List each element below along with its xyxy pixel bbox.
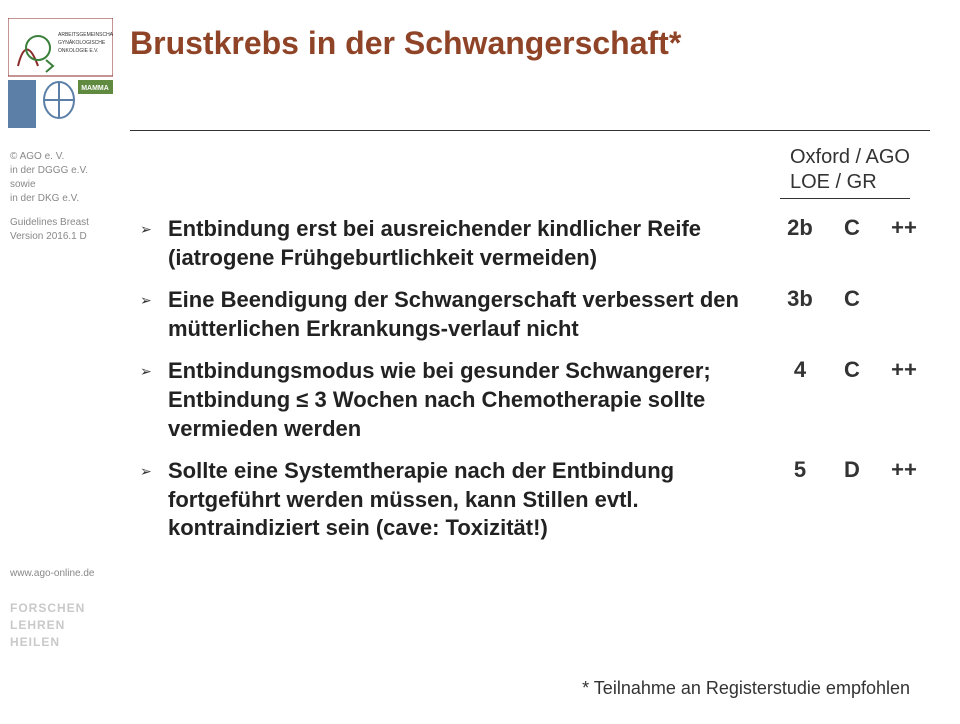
- bullet-marker-icon: ➢: [140, 215, 168, 238]
- svg-text:ONKOLOGIE E.V.: ONKOLOGIE E.V.: [58, 48, 98, 54]
- rating-rec: ++: [878, 357, 930, 383]
- bullet-row: ➢ Sollte eine Systemtherapie nach der En…: [140, 457, 930, 543]
- sidebar-url: www.ago-online.de: [10, 568, 95, 579]
- bullet-text: Eine Beendigung der Schwangerschaft verb…: [168, 286, 774, 343]
- title-rule: [130, 130, 930, 131]
- rating-gr: C: [826, 286, 878, 312]
- rating-rec: ++: [878, 457, 930, 483]
- bullet-list: ➢ Entbindung erst bei ausreichender kind…: [140, 215, 930, 557]
- svg-text:GYNÄKOLOGISCHE: GYNÄKOLOGISCHE: [58, 39, 106, 46]
- org-line-4: in der DKG e.V.: [10, 192, 110, 206]
- rating-loe: 2b: [774, 215, 826, 241]
- bullet-row: ➢ Eine Beendigung der Schwangerschaft ve…: [140, 286, 930, 343]
- svg-text:MAMMA: MAMMA: [81, 85, 109, 92]
- guidelines-line-2: Version 2016.1 D: [10, 230, 110, 244]
- motto-3: HEILEN: [10, 634, 85, 651]
- motto-2: LEHREN: [10, 617, 85, 634]
- main-content: Brustkrebs in der Schwangerschaft* Oxfor…: [130, 0, 950, 724]
- bullet-text: Entbindung erst bei ausreichender kindli…: [168, 215, 774, 272]
- bullet-marker-icon: ➢: [140, 286, 168, 309]
- rating-loe: 4: [774, 357, 826, 383]
- svg-text:ARBEITSGEMEINSCHAFT: ARBEITSGEMEINSCHAFT: [58, 32, 113, 38]
- bullet-marker-icon: ➢: [140, 357, 168, 380]
- motto-1: FORSCHEN: [10, 600, 85, 617]
- guidelines-line-1: Guidelines Breast: [10, 216, 110, 230]
- bullet-text: Sollte eine Systemtherapie nach der Entb…: [168, 457, 774, 543]
- rating-gr: C: [826, 215, 878, 241]
- sidebar: ARBEITSGEMEINSCHAFT GYNÄKOLOGISCHE ONKOL…: [0, 0, 120, 724]
- org-line-3: sowie: [10, 178, 110, 192]
- sidebar-motto: FORSCHEN LEHREN HEILEN: [10, 600, 85, 650]
- bullet-row: ➢ Entbindung erst bei ausreichender kind…: [140, 215, 930, 272]
- org-line-2: in der DGGG e.V.: [10, 164, 110, 178]
- oxford-underline: [780, 198, 910, 199]
- rating-gr: C: [826, 357, 878, 383]
- ago-logo: ARBEITSGEMEINSCHAFT GYNÄKOLOGISCHE ONKOL…: [8, 18, 113, 128]
- oxford-line-2: LOE / GR: [790, 170, 910, 195]
- bullet-row: ➢ Entbindungsmodus wie bei gesunder Schw…: [140, 357, 930, 443]
- bullet-text: Entbindungsmodus wie bei gesunder Schwan…: [168, 357, 774, 443]
- footnote: * Teilnahme an Registerstudie empfohlen: [582, 678, 910, 699]
- rating-loe: 5: [774, 457, 826, 483]
- rating-loe: 3b: [774, 286, 826, 312]
- logo-container: ARBEITSGEMEINSCHAFT GYNÄKOLOGISCHE ONKOL…: [0, 18, 120, 128]
- org-line-1: © AGO e. V.: [10, 150, 110, 164]
- rating-rec: ++: [878, 215, 930, 241]
- sidebar-meta: © AGO e. V. in der DGGG e.V. sowie in de…: [10, 150, 110, 244]
- oxford-line-1: Oxford / AGO: [790, 145, 910, 170]
- bullet-marker-icon: ➢: [140, 457, 168, 480]
- rating-gr: D: [826, 457, 878, 483]
- page-title: Brustkrebs in der Schwangerschaft*: [130, 25, 681, 62]
- svg-text:KOMMISSION: KOMMISSION: [36, 85, 42, 123]
- oxford-header: Oxford / AGO LOE / GR: [790, 145, 910, 195]
